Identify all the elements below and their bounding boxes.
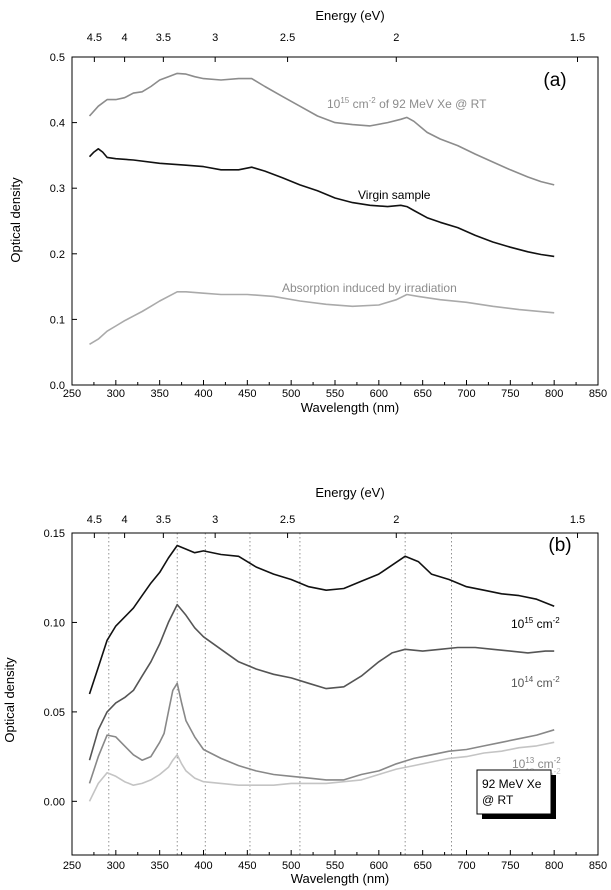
x-tick-label: 650 [413,388,431,400]
x-tick-label: 250 [63,388,81,400]
energy-tick-label: 4 [122,32,128,44]
panel-b-condition-box: 92 MeV Xe @ RT [476,769,556,819]
energy-tick-label: 2.5 [280,514,295,526]
panel-b-energy-axis-label: Energy (eV) [315,485,384,500]
x-tick-label: 550 [326,860,344,872]
panel-b-energy-ticks: 4.5 4 3.5 3 2.5 2 1.5 [87,514,585,538]
x-tick-label: 500 [282,860,300,872]
panel-a-energy-ticks: 4.5 4 3.5 3 2.5 2 1.5 [87,32,585,62]
x-tick-label: 650 [413,860,431,872]
panel-a-series [88,72,555,345]
energy-tick-label: 2 [393,32,399,44]
energy-tick-label: 4.5 [87,32,102,44]
panel-b-condition-line1: 92 MeV Xe [482,777,542,791]
x-tick-label: 450 [238,860,256,872]
panel-b-series [88,544,555,802]
panel-a-energy-axis-label: Energy (eV) [315,8,384,23]
panel-a-x-axis-label: Wavelength (nm) [301,400,400,415]
x-tick-label: 400 [194,860,212,872]
panel-b-condition-line2: @ RT [482,793,514,807]
energy-tick-label: 1.5 [570,32,585,44]
x-tick-label: 300 [107,860,125,872]
x-tick-label: 500 [282,388,300,400]
panel-a-series-label-irradiated: 1015 cm-2 of 92 MeV Xe @ RT [327,96,487,111]
panel-b-reference-lines [108,533,452,855]
y-tick-label: 0.00 [44,796,65,808]
panel-a-x-ticks: 250 300 350 400 450 500 550 600 650 700 750 800 850 [63,380,607,400]
panel-a-plot-frame [71,56,599,386]
panel-a-series-label-virgin: Virgin sample [358,188,431,202]
panel-b-x-axis-label: Wavelength (nm) [291,871,390,886]
series-line-2 [88,148,555,258]
panel-b-y-axis-label: Optical density [2,657,17,743]
panel-b-y-ticks: 0.00 0.05 0.10 0.15 [44,528,77,808]
x-tick-label: 600 [370,388,388,400]
panel-b-plot-frame [71,532,599,856]
series-line-3 [89,290,555,345]
y-tick-label: 0.0 [50,380,65,392]
panel-a-y-axis-label: Optical density [8,177,23,263]
panel-b-tag: (b) [548,535,571,556]
energy-tick-label: 3 [212,32,218,44]
energy-tick-label: 4 [122,514,128,526]
panel-b: Energy (eV) 4.5 4 3.5 3 2.5 2 1.5 250 300 350 400… [2,485,607,886]
y-tick-label: 0.1 [50,314,65,326]
x-tick-label: 350 [150,860,168,872]
panel-b-x-ticks: 250 300 350 400 450 500 550 600 650 700 750 800 850 [63,850,607,872]
panel-b-series-label-1e14: 1014 cm-2 [511,675,560,690]
energy-tick-label: 4.5 [87,514,102,526]
panel-a-y-ticks: 0.0 0.1 0.2 0.3 0.4 0.5 [50,52,77,392]
x-tick-label: 400 [194,388,212,400]
panel-a-series-label-induced: Absorption induced by irradiation [282,281,457,295]
panel-a-tag: (a) [543,70,566,91]
x-tick-label: 300 [107,388,125,400]
series-line-2 [88,603,555,761]
series-line-3 [88,682,555,784]
x-tick-label: 800 [545,860,563,872]
energy-tick-label: 3 [212,514,218,526]
x-tick-label: 250 [63,860,81,872]
panel-b-condition-box-frame [476,769,552,815]
panel-a: Energy (eV) 4.5 4 3.5 3 2.5 2 1.5 250 300 350 400… [8,8,607,415]
x-tick-label: 600 [370,860,388,872]
energy-tick-label: 2.5 [280,32,295,44]
x-tick-label: 700 [457,860,475,872]
x-tick-label: 700 [457,388,475,400]
x-tick-label: 750 [501,860,519,872]
x-tick-label: 850 [589,860,607,872]
y-tick-label: 0.5 [50,52,65,64]
energy-tick-label: 3.5 [156,514,171,526]
x-tick-label: 850 [589,388,607,400]
x-tick-label: 450 [238,388,256,400]
energy-tick-label: 3.5 [156,32,171,44]
series-line-4 [88,741,555,802]
x-tick-label: 550 [326,388,344,400]
series-line-1 [88,72,555,186]
y-tick-label: 0.3 [50,183,65,195]
energy-tick-label: 2 [393,514,399,526]
y-tick-label: 0.4 [50,118,65,130]
y-tick-label: 0.15 [44,528,65,540]
x-tick-label: 350 [150,388,168,400]
series-line-1 [88,544,555,695]
energy-tick-label: 1.5 [570,514,585,526]
x-tick-label: 800 [545,388,563,400]
y-tick-label: 0.05 [44,707,65,719]
y-tick-label: 0.2 [50,249,65,261]
panel-b-series-label-1e15: 1015 cm-2 [511,616,560,631]
panel-b-series-label-1e13: 1013 cm-2 [512,756,561,771]
y-tick-label: 0.10 [44,617,65,629]
x-tick-label: 750 [501,388,519,400]
